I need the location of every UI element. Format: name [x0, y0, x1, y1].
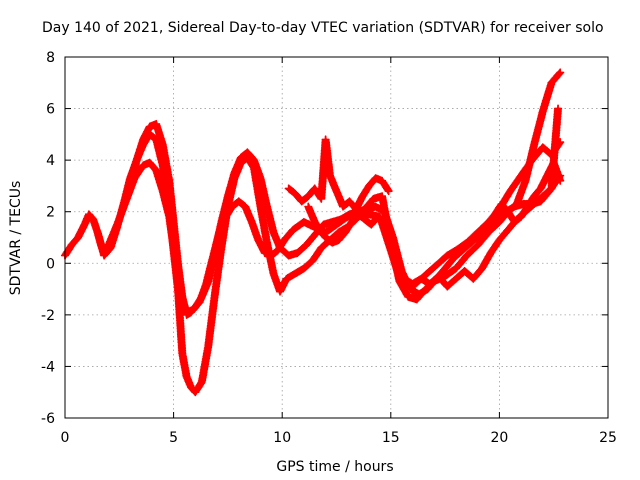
plot-frame [64, 56, 609, 419]
y-tick-label: -2 [41, 308, 55, 324]
y-axis-label: SDTVAR / TECUs [8, 181, 24, 296]
data-series-group [60, 68, 565, 397]
series-track-3 [126, 119, 565, 319]
x-tick-label: 0 [61, 430, 70, 446]
y-tick-label: -6 [41, 411, 55, 427]
y-tick-label: 8 [46, 50, 55, 66]
axes [64, 56, 609, 419]
y-tick-label: 4 [46, 153, 55, 169]
y-tick-label: 6 [46, 102, 55, 118]
x-tick-label: 5 [169, 430, 178, 446]
x-axis-label: GPS time / hours [276, 459, 393, 475]
x-tick-label: 20 [490, 430, 508, 446]
y-tick-label: 2 [46, 205, 55, 221]
series-track-4 [284, 135, 393, 214]
x-tick-label: 15 [382, 430, 400, 446]
tick-labels: 0 5 10 15 20 25 -6 -4 -2 0 2 4 6 8 [41, 50, 617, 446]
y-tick-label: 0 [46, 256, 55, 272]
series-track-5 [304, 202, 382, 247]
y-tick-label: -4 [41, 359, 55, 375]
series-track-7 [408, 104, 563, 291]
x-tick-label: 10 [273, 430, 291, 446]
x-tick-label: 25 [599, 430, 617, 446]
chart-title: Day 140 of 2021, Sidereal Day-to-day VTE… [42, 20, 604, 36]
